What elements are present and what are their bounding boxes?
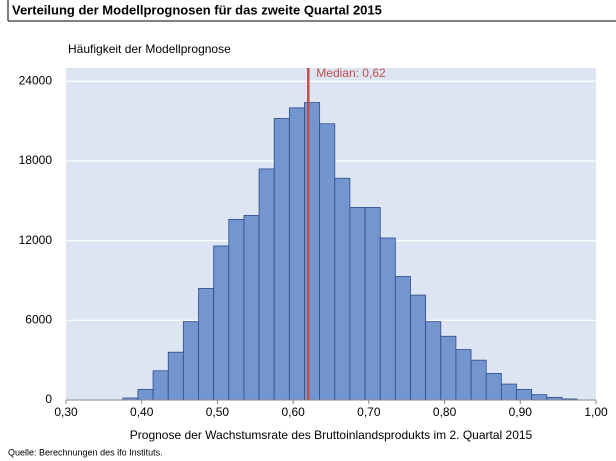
x-tick-label: 0,60 [281,405,305,419]
bar [304,102,321,401]
bar [258,168,275,401]
bar [198,288,215,401]
bar [516,388,533,401]
bar [425,321,442,401]
x-tick-label: 1,00 [584,405,608,419]
bar [379,237,396,401]
bar [182,321,199,401]
y-tick-label: 6000 [25,312,52,326]
bar [288,107,305,401]
median-label: Median: 0,62 [316,66,386,80]
x-axis-label: Prognose der Wachstumsrate des Bruttoinl… [130,428,533,442]
bar [152,370,169,401]
y-tick-label: 18000 [19,153,53,167]
y-tick-label: 12000 [19,233,53,247]
bar [319,123,336,401]
source: Quelle: Berechnungen des ifo Instituts. [8,447,163,457]
x-tick-label: 0,40 [130,405,154,419]
x-tick-label: 0,90 [509,405,533,419]
chart-title: Verteilung der Modellprognosen für das z… [12,2,382,17]
x-tick-label: 0,80 [433,405,457,419]
bar [334,177,351,401]
bar [243,215,260,401]
bar [137,388,154,401]
bar [228,218,245,401]
bar [167,351,184,401]
bar [349,207,366,401]
bar [394,276,411,401]
x-tick-label: 0,30 [54,405,78,419]
x-tick-label: 0,50 [206,405,230,419]
bar [455,349,472,401]
x-tick-label: 0,70 [357,405,381,419]
bar [364,207,381,401]
bar [273,118,290,401]
y-tick-label: 24000 [19,73,53,87]
bar [213,245,230,401]
bar [440,335,457,401]
bar [410,294,427,401]
y-tick-label: 0 [45,392,52,406]
bar [500,383,517,401]
bar [485,373,502,401]
y-axis-label: Häufigkeit der Modellprognose [68,42,231,56]
bar [470,359,487,401]
bar [531,394,548,401]
